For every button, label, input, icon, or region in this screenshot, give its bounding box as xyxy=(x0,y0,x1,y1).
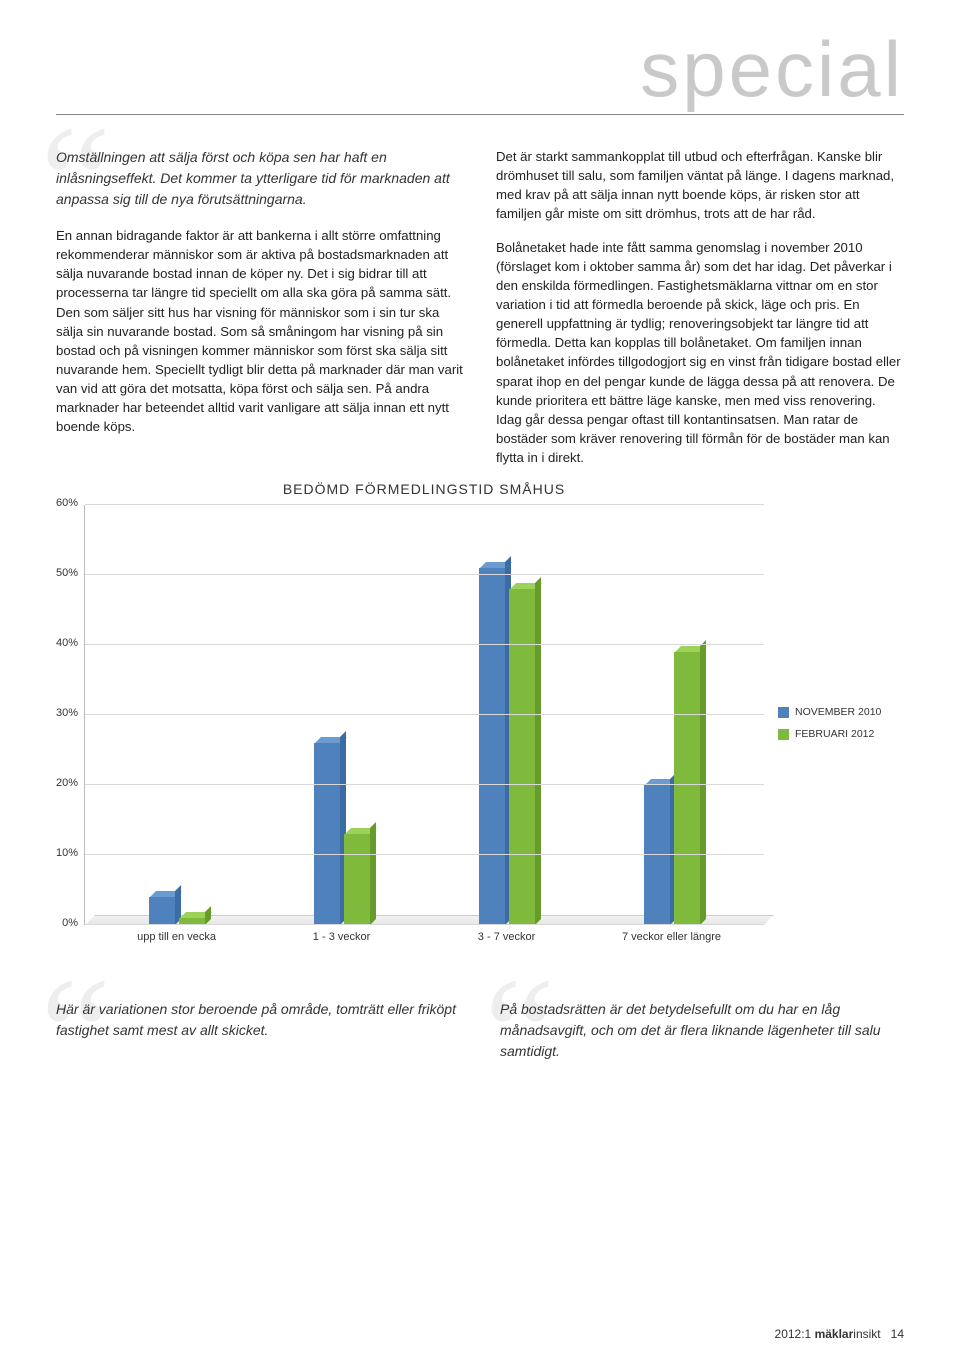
bottom-quotes: “ Här är variationen stor beroende på om… xyxy=(56,999,904,1062)
header: special xyxy=(56,30,904,108)
legend-label: NOVEMBER 2010 xyxy=(795,706,881,718)
chart-bar-group xyxy=(260,743,425,925)
body-columns: “ Omställningen att sälja först och köpa… xyxy=(56,147,904,467)
chart-bar xyxy=(314,743,340,925)
chart-x-label: 7 veckor eller längre xyxy=(589,931,754,943)
chart-bar-group xyxy=(589,652,754,925)
header-rule xyxy=(56,114,904,115)
chart-y-axis: 60%50%40%30%20%10%0% xyxy=(56,503,84,923)
chart-bar xyxy=(674,652,700,925)
chart-x-label: 3 - 7 veckor xyxy=(424,931,589,943)
chart-bar xyxy=(479,568,505,925)
chart-gridline xyxy=(85,784,764,785)
chart-main: BEDÖMD FÖRMEDLINGSTID SMÅHUS upp till en… xyxy=(84,503,764,943)
right-paragraph-2: Bolånetaket hade inte fått samma genomsl… xyxy=(496,238,904,468)
footer-issue: 2012:1 xyxy=(775,1327,812,1341)
bottom-quote-left-text: Här är variationen stor beroende på områ… xyxy=(56,999,460,1041)
chart-bar xyxy=(344,834,370,925)
legend-swatch xyxy=(778,729,789,740)
chart-x-label: upp till en vecka xyxy=(94,931,259,943)
chart-plot xyxy=(84,505,764,925)
chart-bar xyxy=(644,785,670,925)
right-column: Det är starkt sammankopplat till utbud o… xyxy=(496,147,904,467)
chart-x-label: 1 - 3 veckor xyxy=(259,931,424,943)
chart-bar xyxy=(149,897,175,925)
chart-gridline xyxy=(85,574,764,575)
legend-swatch xyxy=(778,707,789,718)
chart-x-axis: upp till en vecka1 - 3 veckor3 - 7 vecko… xyxy=(84,925,764,943)
footer-brand-rest: insikt xyxy=(853,1327,880,1341)
bottom-quote-left: “ Här är variationen stor beroende på om… xyxy=(56,999,460,1062)
chart-gridline xyxy=(85,644,764,645)
section-title: special xyxy=(56,30,904,108)
left-paragraph: En annan bidragande faktor är att banker… xyxy=(56,226,464,437)
left-column: “ Omställningen att sälja först och köpa… xyxy=(56,147,464,467)
bottom-quote-right-text: På bostadsrätten är det betydelsefullt o… xyxy=(500,999,904,1062)
chart-gridline xyxy=(85,924,764,925)
chart-bar-group xyxy=(425,568,590,925)
legend-item: FEBRUARI 2012 xyxy=(778,728,904,740)
chart-gridline xyxy=(85,714,764,715)
bottom-quote-right: “ På bostadsrätten är det betydelsefullt… xyxy=(500,999,904,1062)
chart-title: BEDÖMD FÖRMEDLINGSTID SMÅHUS xyxy=(84,481,764,497)
footer: 2012:1 mäklarinsikt 14 xyxy=(775,1327,904,1341)
page: special “ Omställningen att sälja först … xyxy=(0,0,960,1062)
legend-item: NOVEMBER 2010 xyxy=(778,706,904,718)
chart: 60%50%40%30%20%10%0% BEDÖMD FÖRMEDLINGST… xyxy=(56,503,904,943)
chart-bar xyxy=(509,589,535,925)
legend-label: FEBRUARI 2012 xyxy=(795,728,874,740)
pull-quote: “ Omställningen att sälja först och köpa… xyxy=(56,147,464,210)
chart-bar-group xyxy=(95,897,260,925)
chart-gridline xyxy=(85,854,764,855)
chart-legend: NOVEMBER 2010 FEBRUARI 2012 xyxy=(764,503,904,943)
footer-page-number: 14 xyxy=(891,1327,904,1341)
right-paragraph-1: Det är starkt sammankopplat till utbud o… xyxy=(496,147,904,224)
chart-bars xyxy=(85,505,764,925)
chart-gridline xyxy=(85,504,764,505)
pull-quote-text: Omställningen att sälja först och köpa s… xyxy=(56,147,464,210)
footer-brand-bold: mäklar xyxy=(815,1327,854,1341)
